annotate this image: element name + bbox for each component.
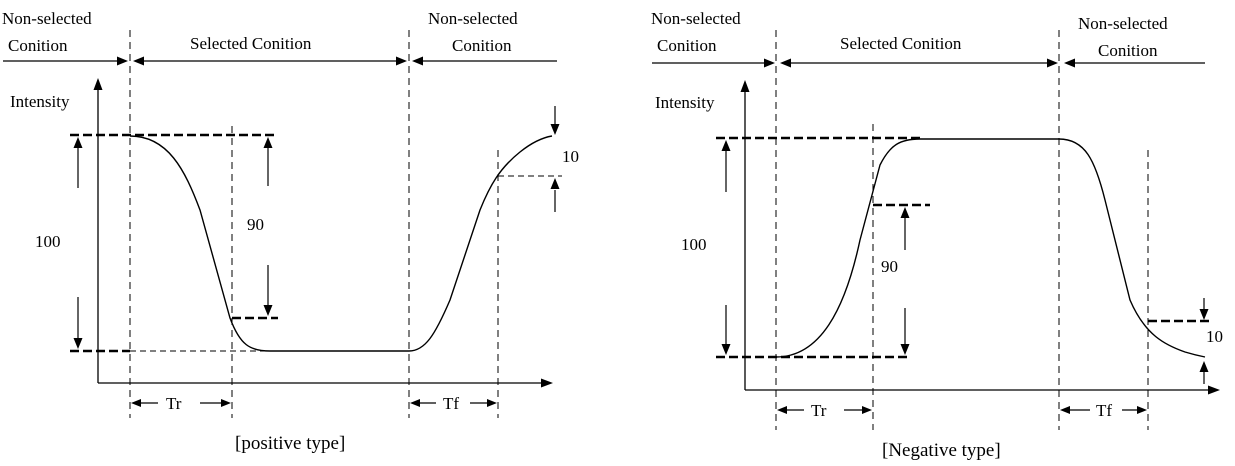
label-90: 90: [881, 257, 898, 276]
label-10: 10: [562, 147, 579, 166]
100-arrows: [73, 137, 83, 349]
caption: [Negative type]: [882, 440, 1001, 461]
positive-type-diagram: Non-selected Conition Selected Conition …: [2, 9, 579, 454]
axes: [93, 78, 553, 388]
nonselected-right-label-2: Conition: [1098, 41, 1158, 60]
tf-arrow: [410, 399, 497, 407]
label-90: 90: [247, 215, 264, 234]
condition-arrows: [3, 56, 557, 66]
negative-type-diagram: Non-selected Conition Selected Conition …: [651, 9, 1223, 461]
intensity-label: Intensity: [10, 92, 70, 111]
nonselected-left-label: Non-selected: [651, 9, 741, 28]
90-arrows: [900, 207, 910, 355]
tr-arrow: [131, 399, 231, 407]
response-curve: [775, 138, 1206, 358]
selected-condition-label: Selected Conition: [190, 34, 312, 53]
10-arrows: [550, 106, 560, 212]
nonselected-left-label-2: Conition: [8, 36, 68, 55]
response-curve: [129, 135, 553, 352]
nonselected-right-label: Non-selected: [428, 9, 518, 28]
tf-arrow: [1060, 406, 1147, 414]
nonselected-right-label: Non-selected: [1078, 14, 1168, 33]
100-arrows: [721, 140, 731, 355]
selected-condition-label: Selected Conition: [840, 34, 962, 53]
intensity-label: Intensity: [655, 93, 715, 112]
label-10: 10: [1206, 327, 1223, 346]
nonselected-left-label-2: Conition: [657, 36, 717, 55]
nonselected-right-label-2: Conition: [452, 36, 512, 55]
10-arrows: [1199, 298, 1209, 384]
caption: [positive type]: [235, 433, 345, 454]
tr-arrow: [777, 406, 872, 414]
label-100: 100: [681, 235, 707, 254]
condition-arrows: [652, 58, 1205, 68]
90-arrows: [263, 137, 273, 316]
tf-label: Tf: [443, 394, 459, 413]
axes: [740, 80, 1220, 395]
label-100: 100: [35, 232, 61, 251]
tf-label: Tf: [1096, 401, 1112, 420]
tr-label: Tr: [166, 394, 182, 413]
tr-label: Tr: [811, 401, 827, 420]
nonselected-left-label: Non-selected: [2, 9, 92, 28]
